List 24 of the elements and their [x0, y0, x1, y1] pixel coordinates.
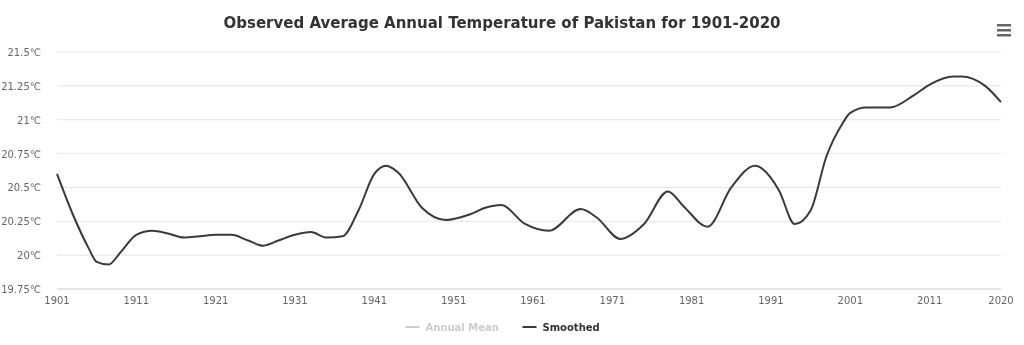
x-tick-label: 1991: [758, 295, 784, 306]
x-tick-label: 1961: [520, 295, 546, 306]
y-tick-label: 20.25℃: [1, 216, 41, 228]
x-tick-label: 1931: [282, 295, 308, 306]
line-series: [56, 75, 1002, 266]
y-tick-label: 21℃: [17, 114, 41, 126]
x-tick-label: 1951: [440, 295, 467, 306]
x-tick-label: 1971: [599, 295, 626, 306]
x-tick-label: 2020: [988, 295, 1014, 306]
x-tick-label: 2001: [837, 295, 863, 306]
x-tick-label: 1901: [44, 295, 70, 306]
y-tick-label: 21.25℃: [1, 80, 41, 92]
x-tick-label: 1911: [123, 295, 150, 306]
x-tick-label: 1941: [361, 295, 388, 306]
chart-title: Observed Average Annual Temperature of Pakistan for 1901-2020: [223, 14, 781, 32]
y-tick-label: 20.5℃: [7, 182, 41, 194]
y-tick-label: 19.75℃: [1, 284, 41, 295]
y-tick-label: 20℃: [17, 250, 41, 262]
y-tick-label: 21.5℃: [7, 47, 41, 58]
legend-label: Smoothed: [542, 322, 600, 333]
x-tick-label: 2011: [916, 295, 943, 306]
x-tick-label: 1981: [678, 295, 705, 306]
x-tick-label: 1921: [202, 295, 229, 306]
y-tick-label: 20.75℃: [1, 148, 41, 160]
